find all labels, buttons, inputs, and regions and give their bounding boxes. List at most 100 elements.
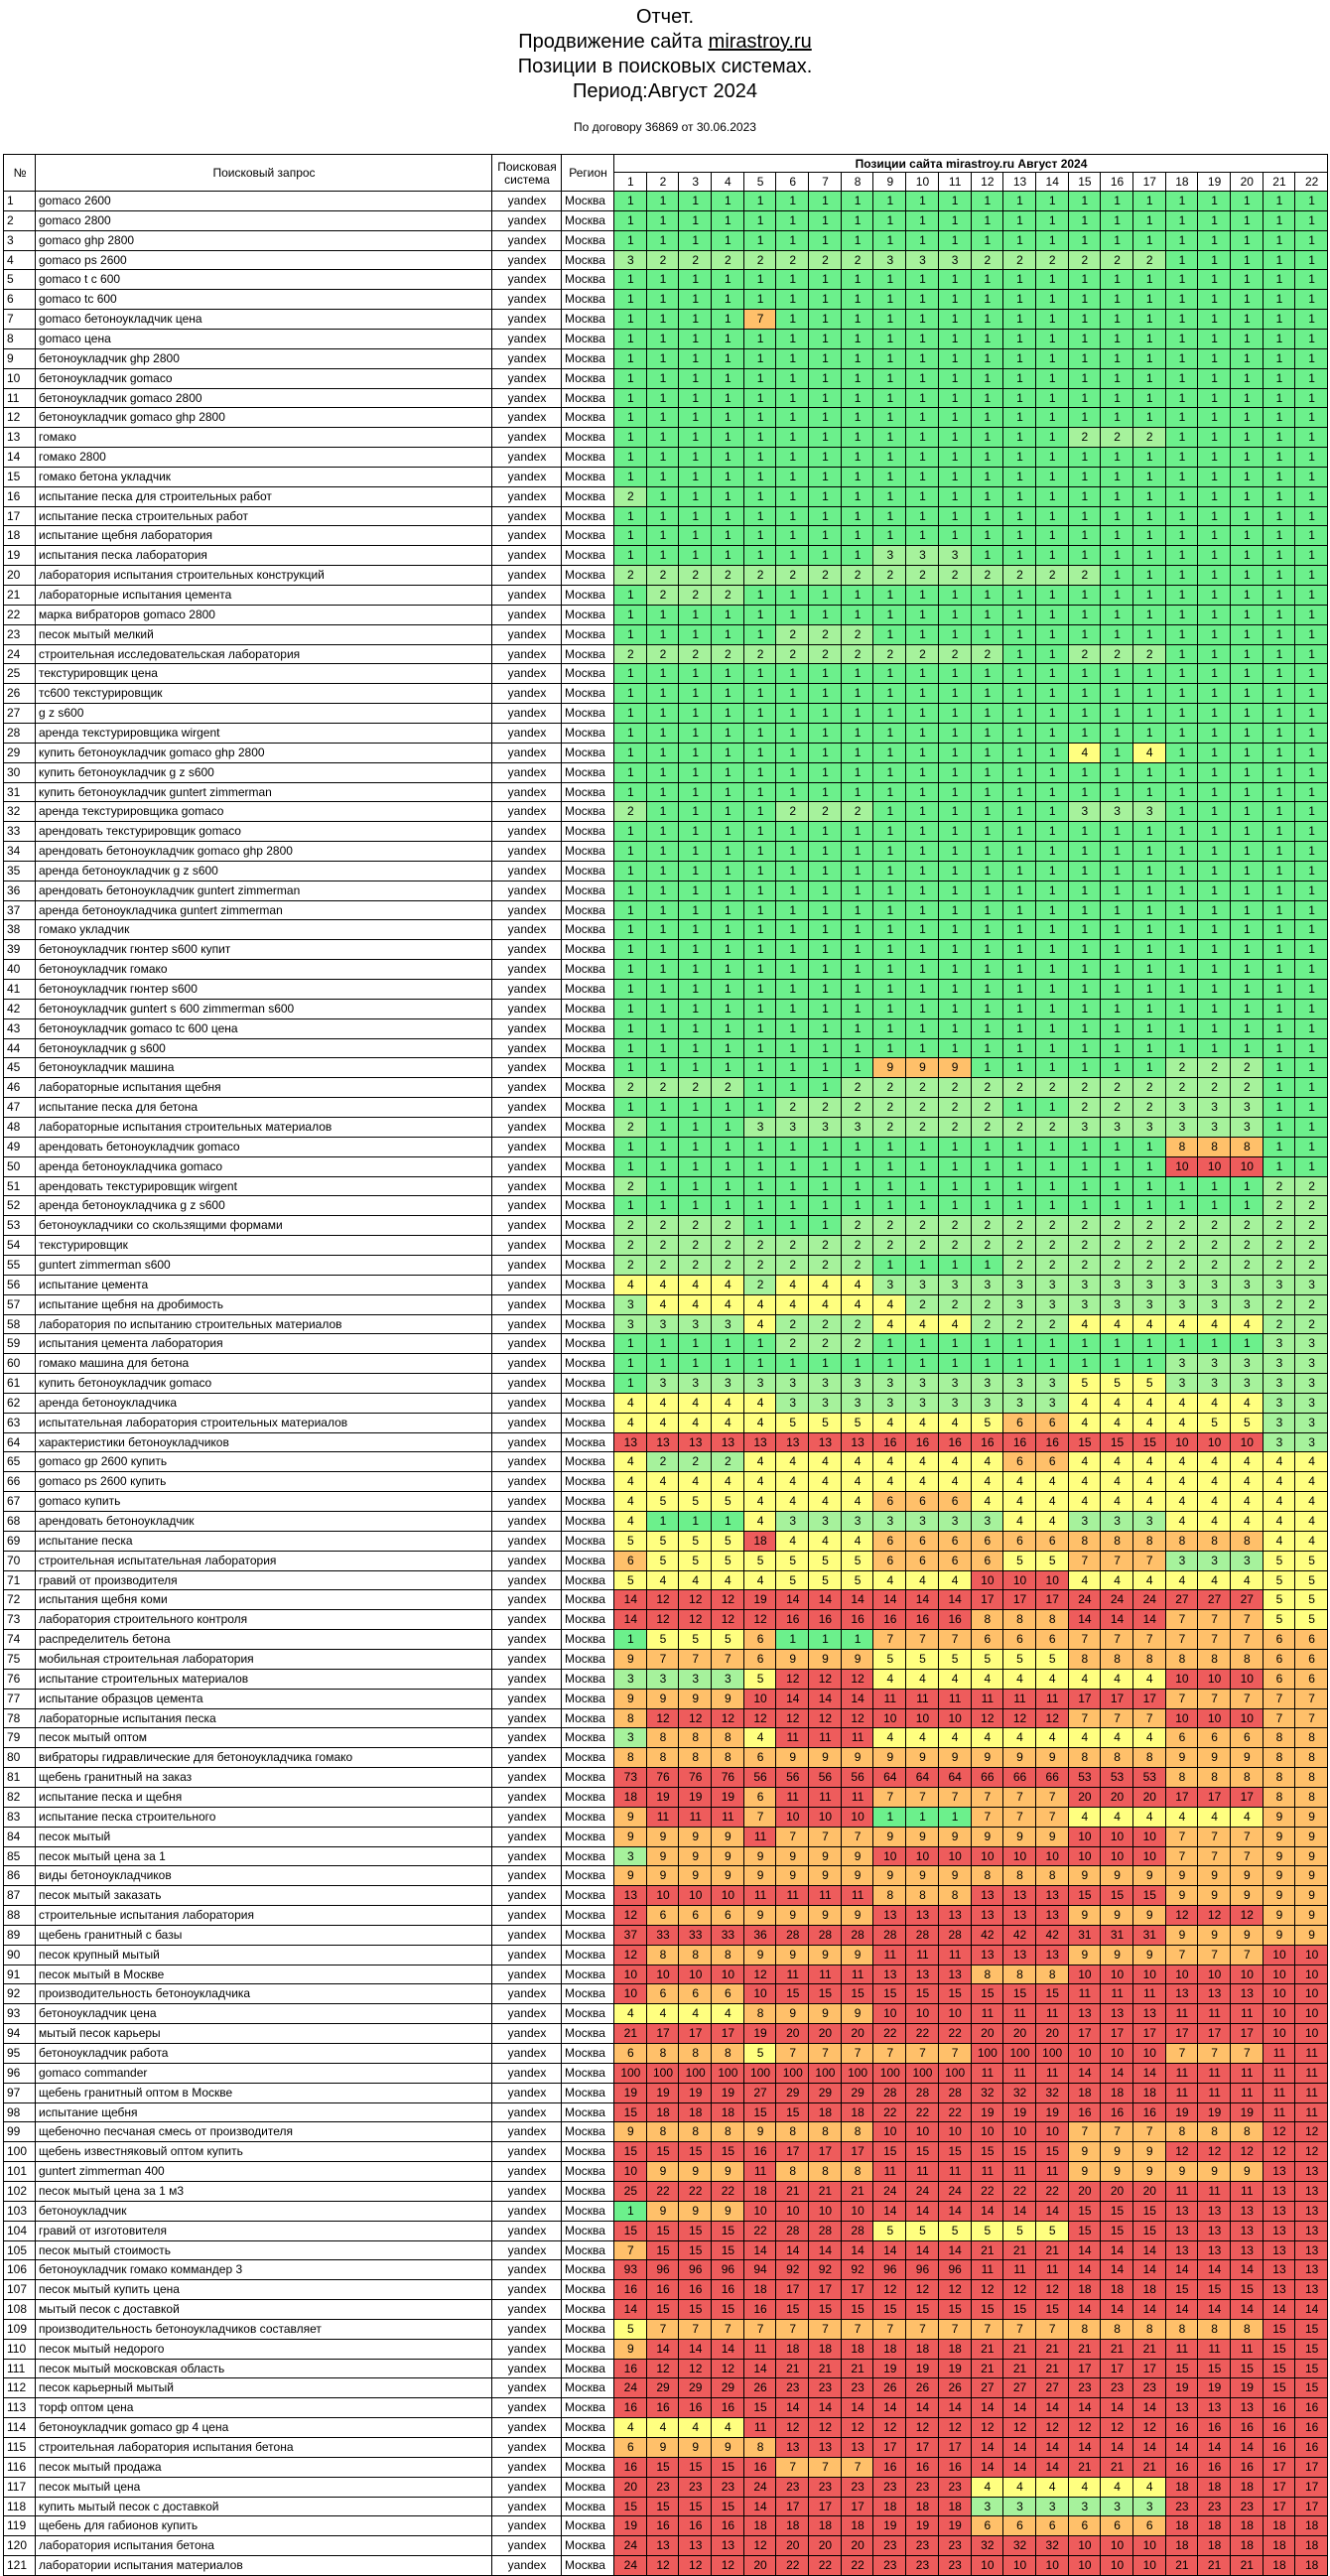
position: 5 (711, 1530, 744, 1552)
position: 3 (1294, 1392, 1328, 1414)
position: 3 (840, 1392, 874, 1414)
position: 1 (1262, 899, 1296, 921)
position: 1 (1100, 347, 1133, 369)
position: 1 (645, 229, 680, 251)
position: 6 (711, 1905, 744, 1926)
position: 14 (840, 2397, 874, 2419)
position: 12 (840, 1707, 874, 1729)
position: 14 (1067, 2259, 1102, 2281)
position: 16 (742, 2456, 777, 2478)
position: 16 (775, 1609, 810, 1631)
position: 19 (905, 2515, 939, 2537)
position: 1 (1229, 722, 1264, 744)
position: 1 (742, 821, 777, 843)
position: 29 (711, 2377, 744, 2399)
position: 4 (1197, 1392, 1231, 1414)
position: 1 (678, 1097, 713, 1118)
position: 3 (905, 1373, 939, 1394)
position: 1 (678, 407, 713, 429)
position: 3 (1002, 1293, 1036, 1315)
row-number: 44 (3, 1037, 36, 1059)
row-number: 50 (3, 1155, 36, 1177)
position: 2 (613, 643, 647, 665)
position: 1 (840, 269, 874, 291)
position: 15 (645, 2299, 680, 2320)
position: 11 (808, 1727, 842, 1749)
position: 1 (1262, 1136, 1296, 1157)
position: 1 (905, 525, 939, 547)
position: 1 (645, 525, 680, 547)
position: 1 (775, 959, 810, 981)
region: Москва (561, 1333, 614, 1355)
position: 5 (613, 1530, 647, 1552)
position: 4 (1131, 2476, 1166, 2498)
position: 9 (645, 2437, 680, 2458)
position: 4 (1100, 1412, 1133, 1433)
position: 1 (905, 427, 939, 449)
position: 17 (1262, 2476, 1296, 2498)
position: 22 (970, 2180, 1004, 2202)
query: песок мытый (35, 1826, 492, 1847)
position: 1 (645, 703, 680, 724)
query: распределитель бетона (35, 1629, 492, 1650)
position: 1 (808, 191, 842, 211)
row-number: 85 (3, 1845, 36, 1867)
position: 1 (742, 407, 777, 429)
position: 1 (1294, 328, 1328, 349)
position: 2 (1294, 1235, 1328, 1256)
position: 1 (872, 1155, 907, 1177)
position: 14 (840, 1688, 874, 1709)
position: 4 (1197, 1569, 1231, 1591)
position: 10 (872, 1707, 907, 1729)
search-system: yandex (491, 781, 562, 803)
position: 4 (1067, 1491, 1102, 1513)
position: 1 (775, 1195, 810, 1217)
position: 1 (970, 722, 1004, 744)
position: 21 (775, 2180, 810, 2202)
position: 2 (1034, 1215, 1069, 1237)
position: 4 (808, 1451, 842, 1473)
position: 2 (970, 1097, 1004, 1118)
position: 1 (937, 1333, 972, 1355)
position: 6 (1229, 1727, 1264, 1749)
row-number: 53 (3, 1215, 36, 1237)
position: 2 (1034, 565, 1069, 587)
search-system: yandex (491, 565, 562, 587)
position: 1 (937, 781, 972, 803)
position: 1 (970, 191, 1004, 211)
position: 15 (678, 2239, 713, 2261)
position: 8 (775, 2161, 810, 2182)
position: 8 (872, 1885, 907, 1907)
position: 1 (905, 289, 939, 311)
position: 3 (775, 1511, 810, 1532)
position: 5 (775, 1412, 810, 1433)
position: 100 (937, 2062, 972, 2084)
position: 4 (613, 2417, 647, 2439)
position: 1 (1262, 585, 1296, 606)
query: строительная лаборатория испытания бетон… (35, 2437, 492, 2458)
position: 1 (1100, 565, 1133, 587)
position: 1 (1131, 209, 1166, 231)
position: 16 (1100, 2101, 1133, 2123)
position: 1 (1294, 841, 1328, 862)
position: 6 (678, 1905, 713, 1926)
position: 15 (711, 2456, 744, 2478)
position: 9 (1294, 1905, 1328, 1926)
region: Москва (561, 1392, 614, 1414)
position: 1 (1002, 623, 1036, 645)
site-link[interactable]: mirastroy.ru (708, 31, 812, 53)
position: 1 (872, 1333, 907, 1355)
row-number: 110 (3, 2338, 36, 2360)
position: 2 (808, 1254, 842, 1276)
position: 21 (1100, 2338, 1133, 2360)
position: 1 (1197, 643, 1231, 665)
search-system: yandex (491, 1511, 562, 1532)
position: 1 (840, 407, 874, 429)
query: мытый песок карьеры (35, 2023, 492, 2044)
position: 1 (1294, 289, 1328, 311)
position: 1 (613, 959, 647, 981)
position: 13 (937, 1964, 972, 1985)
position: 22 (808, 2555, 842, 2576)
position: 12 (645, 1589, 680, 1611)
position: 1 (970, 1017, 1004, 1039)
